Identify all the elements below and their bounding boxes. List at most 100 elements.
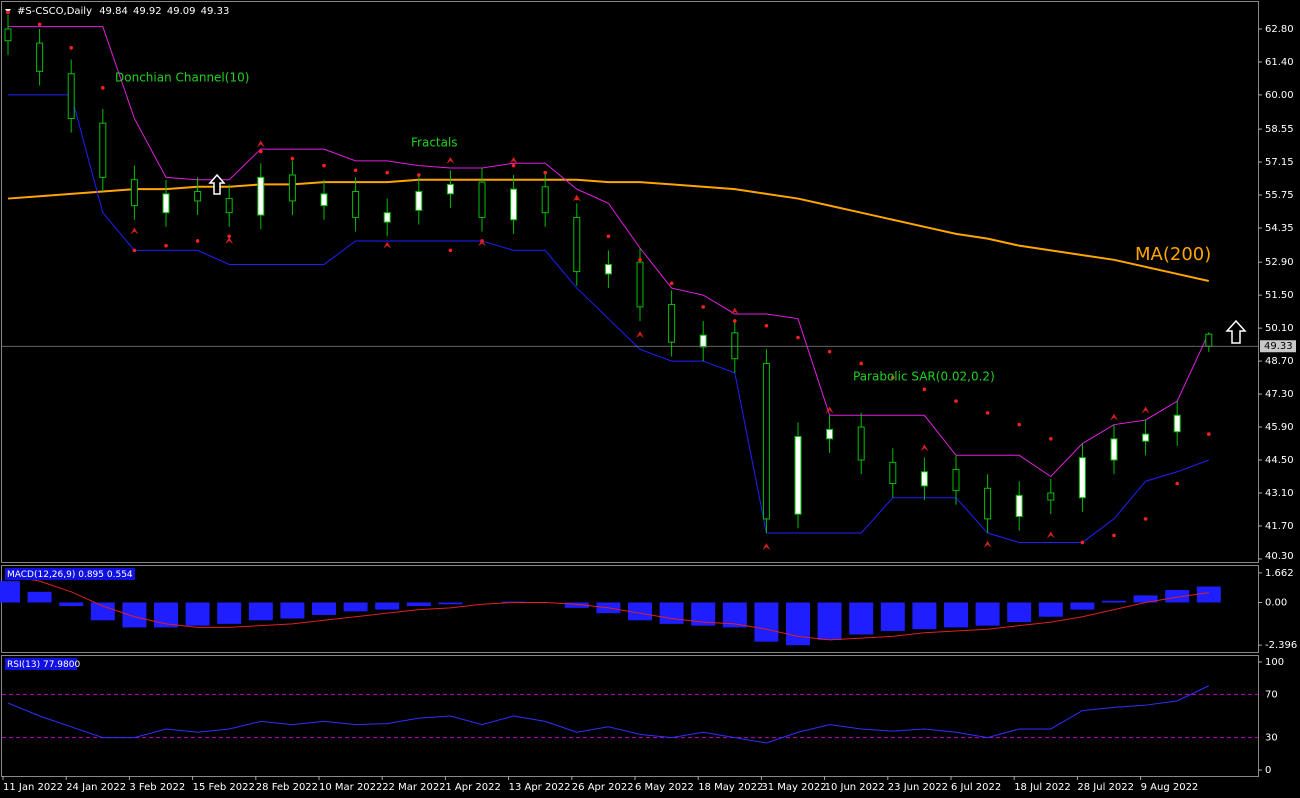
sar-dot xyxy=(922,387,927,392)
y-tick-label: 62.80 xyxy=(1265,24,1294,35)
y-tick-label: 54.35 xyxy=(1265,223,1294,234)
frame xyxy=(1,1,1259,777)
macd-bar xyxy=(90,602,115,621)
macd-bar xyxy=(248,602,273,621)
y-tick-label: 61.40 xyxy=(1265,57,1294,68)
candle-body xyxy=(920,471,928,487)
candle-body xyxy=(541,186,549,214)
sar-dot xyxy=(164,243,168,248)
y-tick-label: 45.90 xyxy=(1265,422,1294,433)
arrow-icon xyxy=(208,173,226,195)
sar-dot xyxy=(37,22,42,27)
sar-dot xyxy=(543,170,547,175)
candle-body xyxy=(952,468,960,492)
candle-body xyxy=(130,179,138,207)
x-tick-label: 23 Jun 2022 xyxy=(888,782,948,793)
candle-body xyxy=(320,193,328,207)
candle-body xyxy=(762,362,770,520)
sar-dot xyxy=(132,248,137,253)
annotation: Donchian Channel(10) xyxy=(115,71,249,85)
sar-dot xyxy=(511,163,516,168)
y-tick-label: 60.00 xyxy=(1265,90,1294,101)
candle-body xyxy=(668,304,676,343)
macd-bar xyxy=(912,602,937,630)
arrow-icon xyxy=(1225,319,1247,344)
candle-body xyxy=(604,264,612,275)
macd-bar xyxy=(754,602,779,642)
macd-bar xyxy=(1196,586,1221,603)
fractal-marker xyxy=(762,543,771,551)
sar-dot xyxy=(385,170,390,175)
candle-body xyxy=(826,428,834,440)
fractal-marker xyxy=(130,227,139,235)
macd-bar xyxy=(817,602,842,640)
x-tick-label: 9 Aug 2022 xyxy=(1141,782,1199,793)
x-tick-label: 13 Apr 2022 xyxy=(509,782,571,793)
candle-body xyxy=(699,334,707,348)
fractal-marker xyxy=(1110,413,1118,421)
y-tick-label: 100 xyxy=(1265,657,1284,668)
sar-dot xyxy=(227,234,231,239)
candle-body xyxy=(288,174,296,202)
sar-dot xyxy=(1049,437,1053,441)
fractal-marker xyxy=(825,406,834,414)
macd-bar xyxy=(122,602,147,628)
indicator-label: RSI(13) 77.9800 xyxy=(7,660,80,670)
macd-bar xyxy=(375,602,400,610)
candle-body xyxy=(415,190,423,211)
macd-bar xyxy=(691,602,716,626)
y-tick-label: 0.00 xyxy=(1265,598,1287,609)
sar-dot xyxy=(1175,481,1179,486)
y-tick-label: 0 xyxy=(1265,765,1271,776)
x-tick-label: 3 Feb 2022 xyxy=(129,782,185,793)
sar-dot xyxy=(417,173,421,177)
y-tick-label: 41.70 xyxy=(1265,521,1294,532)
sar-dot xyxy=(827,349,832,354)
fractal-marker xyxy=(1046,531,1055,539)
candle-body xyxy=(1142,433,1150,442)
macd-bar xyxy=(185,602,210,626)
signal-line xyxy=(7,575,1209,641)
macd-bar xyxy=(944,602,968,628)
macd-bar xyxy=(27,591,52,603)
macd-bar xyxy=(880,602,905,631)
candle-body xyxy=(794,435,802,515)
x-tick-label: 31 May 2022 xyxy=(761,782,826,793)
x-tick-label: 26 Apr 2022 xyxy=(572,782,634,793)
sar-dot xyxy=(1207,432,1211,436)
sar-dot xyxy=(1017,422,1021,427)
sar-dot xyxy=(1143,517,1148,521)
fractal-marker xyxy=(383,241,392,249)
candle-body xyxy=(225,198,233,214)
sar-dot xyxy=(701,305,705,309)
fractal-marker xyxy=(446,156,455,164)
macd-bar xyxy=(343,602,368,612)
fractal-marker xyxy=(636,331,644,339)
fractal-marker xyxy=(730,307,739,315)
candle-body xyxy=(889,461,897,485)
macd-bar xyxy=(1007,602,1032,623)
macd-bar xyxy=(154,602,178,628)
sar-dot xyxy=(290,156,295,161)
sar-dot xyxy=(6,10,10,15)
price-label-box xyxy=(1260,340,1296,353)
fractal-marker xyxy=(1141,406,1150,414)
candle-body xyxy=(510,188,518,221)
candle-body xyxy=(383,212,391,223)
candle-body xyxy=(194,190,202,202)
donchian-lower xyxy=(8,94,1209,543)
y-tick-label: 57.15 xyxy=(1265,157,1294,168)
macd-bar xyxy=(312,602,336,615)
macd-bar xyxy=(0,581,20,603)
macd-bar xyxy=(659,602,684,624)
annotation: Fractals xyxy=(411,136,458,150)
candle-body xyxy=(446,183,454,195)
x-tick-label: 10 Jun 2022 xyxy=(825,782,885,793)
x-tick-label: 6 May 2022 xyxy=(635,782,694,793)
candle-body xyxy=(36,42,44,72)
y-tick-label: 43.10 xyxy=(1265,488,1294,499)
macd-bar xyxy=(59,602,84,607)
sar-dot xyxy=(796,335,800,340)
candle-body xyxy=(1205,333,1213,347)
fractal-marker xyxy=(478,239,486,247)
